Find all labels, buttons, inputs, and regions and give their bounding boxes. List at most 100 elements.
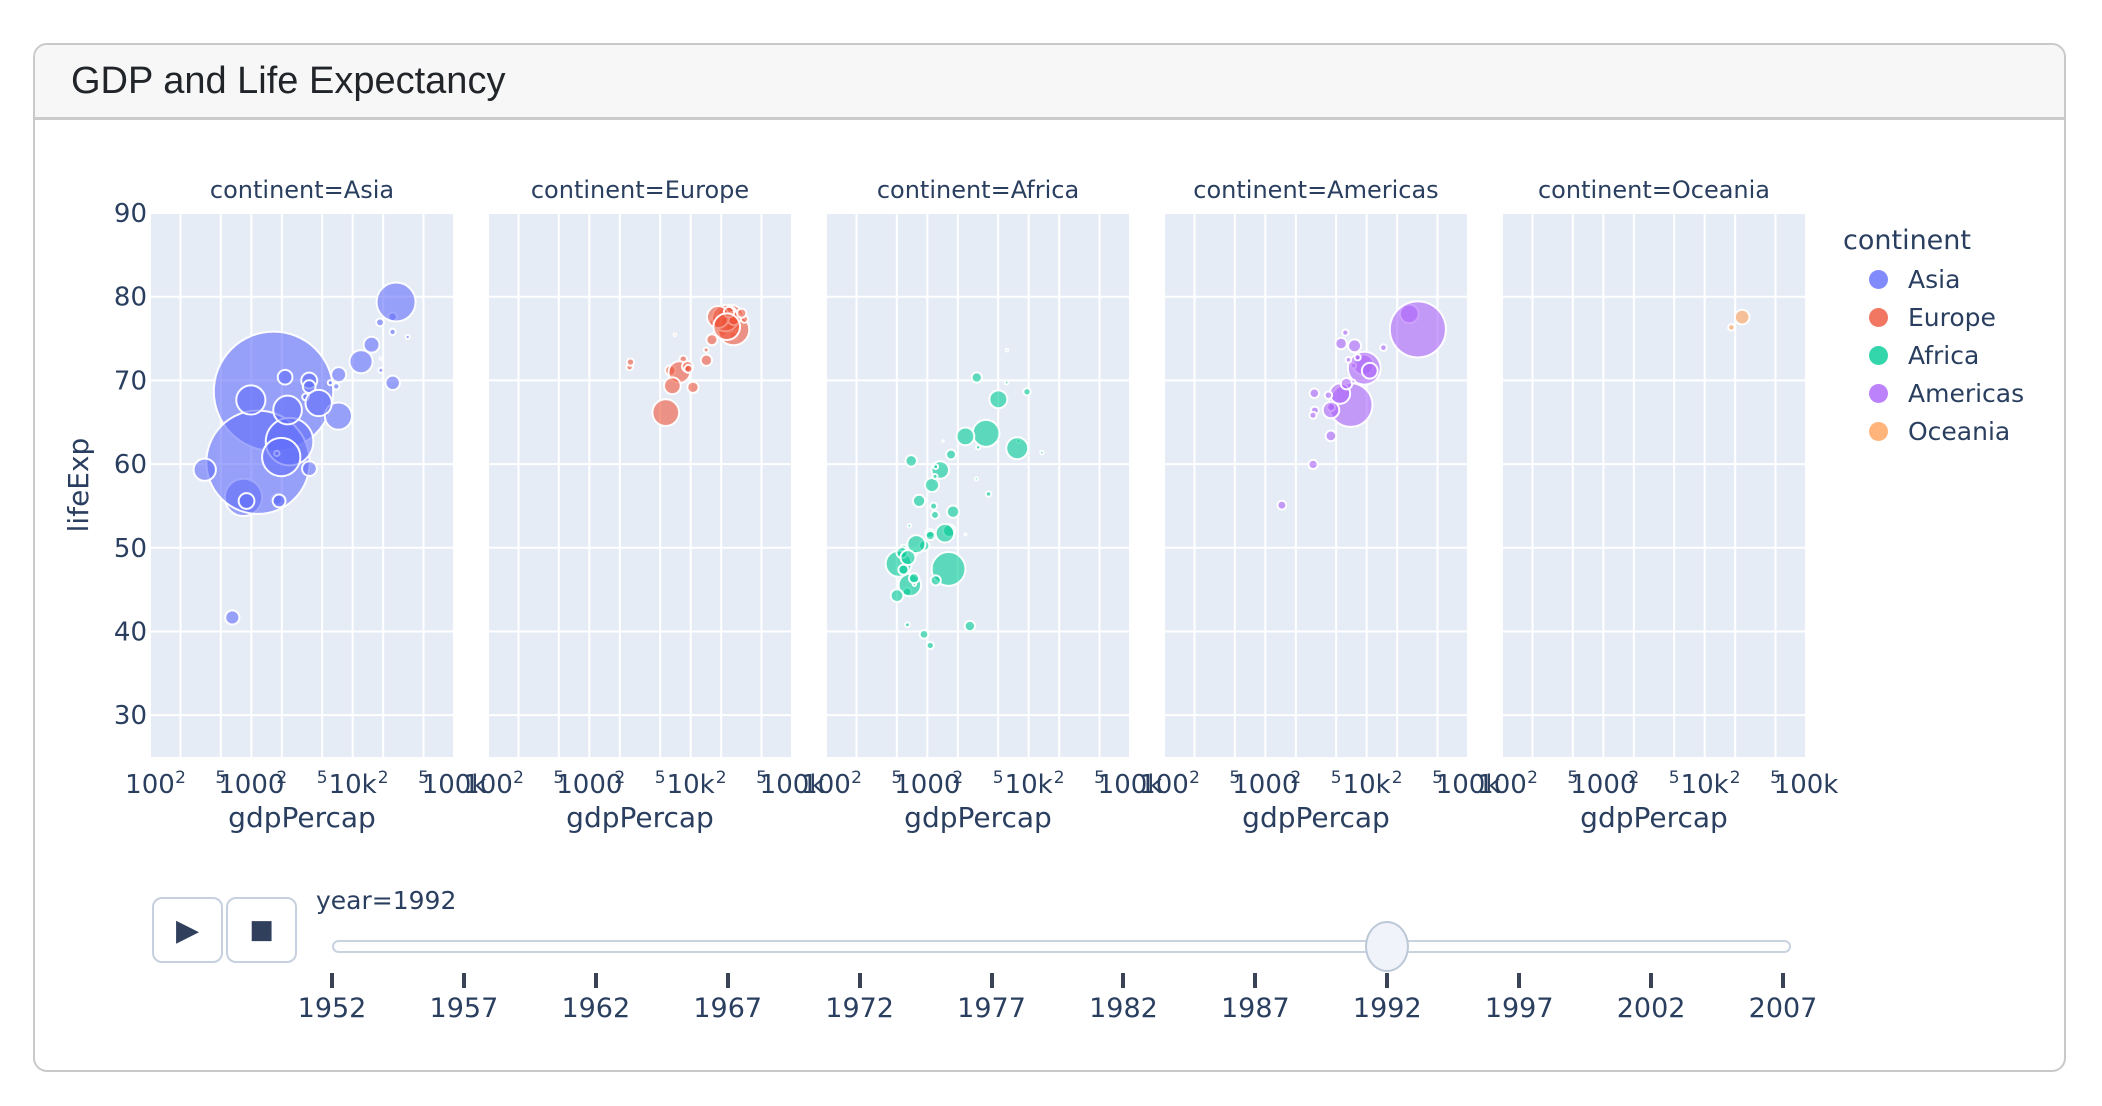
bubble-americas[interactable] [1350, 378, 1357, 385]
bubble-africa[interactable] [906, 522, 913, 529]
bubble-americas[interactable] [1379, 343, 1388, 352]
bubble-americas[interactable] [1334, 336, 1348, 351]
bubble-europe[interactable] [702, 346, 710, 354]
bubble-africa[interactable] [929, 501, 939, 511]
bubble-africa[interactable] [1004, 347, 1010, 353]
bubble-americas[interactable] [1347, 338, 1363, 354]
bubble-africa[interactable] [974, 444, 982, 451]
bubble-asia[interactable] [261, 436, 302, 478]
slider-year-label[interactable]: 2007 [1748, 993, 1818, 1024]
bubble-asia[interactable] [378, 356, 384, 361]
bubble-asia[interactable] [404, 333, 411, 341]
slider-year-label[interactable]: 1977 [957, 993, 1026, 1024]
bubble-africa[interactable] [945, 448, 957, 461]
bubble-africa[interactable] [897, 563, 910, 576]
bubble-oceania[interactable] [1727, 323, 1736, 332]
bubble-americas[interactable] [1339, 376, 1354, 391]
bubble-africa[interactable] [955, 426, 976, 447]
slider-year-label[interactable]: 1972 [825, 993, 894, 1024]
bubble-europe[interactable] [663, 376, 682, 396]
bubble-americas[interactable] [1308, 410, 1318, 420]
bubble-africa[interactable] [984, 490, 993, 498]
bubble-europe[interactable] [625, 357, 636, 367]
bubble-africa[interactable] [911, 493, 927, 509]
bubble-africa[interactable] [971, 418, 1001, 448]
bubble-asia[interactable] [362, 335, 381, 354]
bubble-africa[interactable] [889, 588, 905, 603]
bubble-asia[interactable] [235, 384, 267, 416]
bubble-asia[interactable] [271, 493, 287, 509]
bubble-africa[interactable] [904, 454, 918, 468]
bubble-americas[interactable] [1307, 458, 1319, 471]
bubble-asia[interactable] [330, 366, 348, 384]
bubble-africa[interactable] [932, 463, 940, 471]
bubble-africa[interactable] [1039, 449, 1045, 456]
bubble-asia[interactable] [276, 368, 294, 386]
bubble-asia[interactable] [332, 382, 341, 391]
bubble-americas[interactable] [1353, 353, 1362, 362]
year-slider-handle[interactable] [1365, 921, 1410, 972]
legend-item-asia[interactable]: Asia [1843, 260, 2024, 298]
legend-item-oceania[interactable]: Oceania [1843, 412, 2024, 450]
bubble-europe[interactable] [736, 307, 748, 319]
legend-item-africa[interactable]: Africa [1843, 336, 2024, 374]
bubble-americas[interactable] [1388, 300, 1447, 359]
bubble-africa[interactable] [988, 389, 1009, 410]
slider-year-label[interactable]: 1987 [1221, 993, 1290, 1024]
bubble-africa[interactable] [945, 504, 961, 519]
bubble-americas[interactable] [1344, 356, 1353, 364]
bubble-asia[interactable] [301, 460, 318, 477]
bubble-africa[interactable] [930, 510, 940, 520]
bubble-asia[interactable] [237, 492, 256, 510]
legend-item-europe[interactable]: Europe [1843, 298, 2024, 336]
bubble-asia[interactable] [323, 401, 354, 431]
bubble-africa[interactable] [904, 621, 911, 629]
stop-button[interactable]: ■ [226, 897, 297, 963]
bubble-africa[interactable] [973, 476, 979, 482]
bubble-asia[interactable] [224, 609, 241, 626]
bubble-europe[interactable] [705, 333, 719, 347]
bubble-africa[interactable] [907, 572, 921, 585]
bubble-europe[interactable] [651, 398, 681, 427]
bubble-africa[interactable] [925, 640, 935, 651]
bubble-asia[interactable] [326, 379, 334, 387]
slider-year-label[interactable]: 1982 [1089, 993, 1158, 1024]
slider-year-label[interactable]: 1992 [1352, 993, 1422, 1024]
bubble-asia[interactable] [272, 394, 303, 426]
slider-year-label[interactable]: 1957 [429, 993, 499, 1024]
slider-year-label[interactable]: 1997 [1484, 993, 1554, 1024]
bubble-africa[interactable] [1003, 379, 1010, 386]
bubble-africa[interactable] [1022, 387, 1032, 397]
year-slider-track[interactable] [332, 940, 1791, 953]
bubble-africa[interactable] [918, 628, 930, 640]
bubble-americas[interactable] [1321, 400, 1341, 420]
bubble-asia[interactable] [192, 457, 217, 482]
bubble-africa[interactable] [929, 574, 942, 587]
bubble-africa[interactable] [1005, 436, 1030, 461]
bubble-europe[interactable] [672, 332, 678, 338]
bubble-africa[interactable] [931, 473, 939, 481]
play-button[interactable]: ▶ [152, 897, 223, 963]
bubble-asia[interactable] [304, 388, 333, 418]
slider-year-label[interactable]: 2002 [1616, 993, 1686, 1024]
bubble-americas[interactable] [1360, 361, 1379, 380]
bubble-europe[interactable] [686, 380, 700, 394]
bubble-africa[interactable] [963, 619, 977, 633]
bubble-asia[interactable] [377, 366, 385, 374]
slider-year-label[interactable]: 1967 [693, 993, 763, 1024]
bubble-africa[interactable] [934, 522, 956, 544]
bubble-africa[interactable] [963, 532, 968, 537]
bubble-asia[interactable] [375, 281, 417, 323]
bubble-africa[interactable] [923, 476, 941, 494]
bubble-americas[interactable] [1341, 328, 1350, 337]
bubble-oceania[interactable] [1733, 308, 1751, 326]
bubble-asia[interactable] [384, 374, 401, 392]
bubble-africa[interactable] [906, 534, 927, 555]
bubble-africa[interactable] [899, 549, 917, 567]
bubble-europe[interactable] [699, 353, 714, 367]
bubble-americas[interactable] [1324, 429, 1338, 443]
legend-item-americas[interactable]: Americas [1843, 374, 2024, 412]
bubble-americas[interactable] [1276, 499, 1288, 511]
slider-year-label[interactable]: 1962 [561, 993, 631, 1024]
bubble-asia[interactable] [375, 317, 385, 328]
